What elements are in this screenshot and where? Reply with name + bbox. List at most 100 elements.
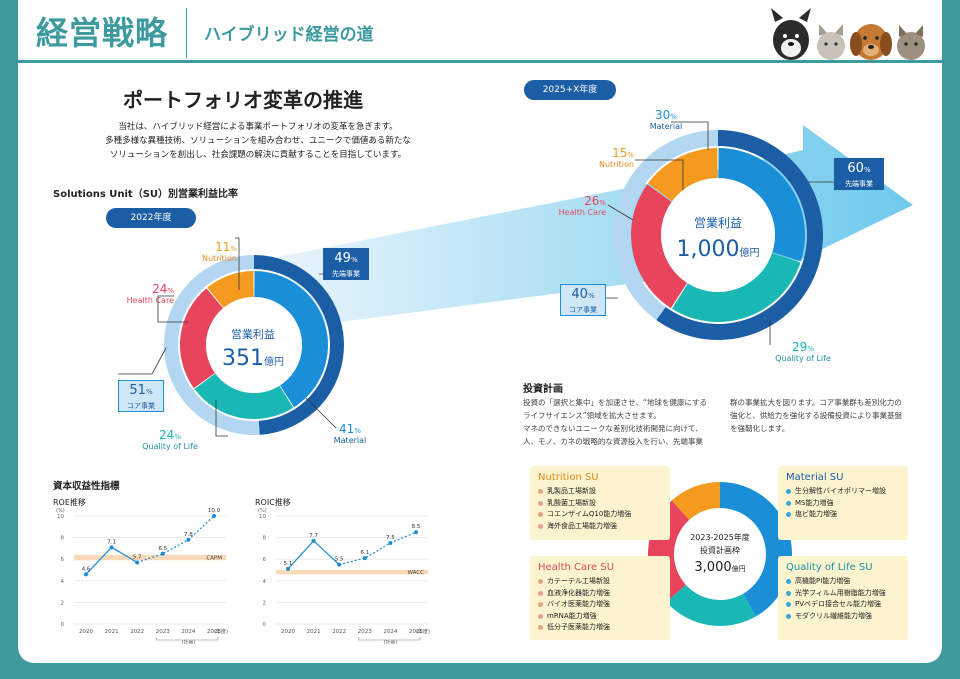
center-value: 3,000億円 — [670, 560, 770, 575]
segment-name: Material — [333, 436, 367, 445]
investment-text-right: 群の事業拡大を図ります。コア事業群も差別化力の 強化と、供給力を強化する設備投資… — [730, 396, 930, 435]
y-unit: (%) — [258, 508, 267, 514]
x-tick-label: 2020 — [79, 629, 93, 635]
plan-line — [339, 531, 417, 566]
card-item: MS能力増強 — [786, 498, 900, 510]
x-tick-label: 2025 — [409, 629, 423, 635]
pct-unit: % — [350, 256, 358, 264]
pct-value: 30 — [655, 108, 671, 122]
year-badge-2022: 2022年度 — [106, 208, 196, 228]
y-tick-label: 6 — [61, 557, 65, 563]
center-number: 3,000 — [694, 560, 732, 575]
section-heading: ポートフォリオ変革の推進 — [123, 88, 363, 112]
intro-text: 当社は、ハイブリッド経営による事業ポートフォリオの変革を急ぎます。 多種多様な異… — [78, 120, 438, 162]
dog-icon — [771, 8, 811, 60]
cat-icon — [897, 25, 925, 60]
card-item: 低分子医薬能力増強 — [538, 622, 662, 634]
center-label-future: 営業利益 1,000億円 — [653, 214, 783, 262]
x-tick-label: 2023 — [156, 629, 170, 635]
donut-segment-qol — [671, 252, 801, 322]
y-tick-label: 4 — [263, 579, 267, 585]
roe-chart-title: ROE推移 — [53, 498, 86, 507]
donut-hole — [206, 297, 302, 393]
intro-line: 当社は、ハイブリッド経営による事業ポートフォリオの変革を急ぎます。 — [118, 122, 398, 132]
card-healthcare-su: Health Care SU カテーテル工場新設 血液浄化器能力増強 バイオ医薬… — [530, 556, 670, 640]
segment-name: Nutrition — [598, 160, 634, 169]
kpi-title: 資本収益性指標 — [53, 481, 120, 492]
pct-unit: % — [599, 199, 606, 207]
pct-unit: % — [863, 166, 871, 174]
label-nutrition-2022: 11% Nutrition — [181, 240, 237, 263]
x-tick-label: 2024 — [181, 629, 195, 635]
plan-bracket — [358, 637, 421, 641]
pct-unit: % — [174, 433, 181, 441]
text-line: 投資の「選択と集中」を加速させ、“地球を健康にする — [523, 398, 707, 407]
x-tick-label: 2021 — [307, 629, 321, 635]
segment-name: コア事業 — [569, 306, 597, 314]
x-tick-label: 2024 — [383, 629, 397, 635]
center-unit: 億円 — [264, 357, 284, 368]
page-subtitle: ハイブリッド経営の道 — [204, 25, 374, 45]
pct-unit: % — [587, 292, 595, 300]
pct-value: 26 — [584, 194, 600, 208]
text-line: 群の事業拡大を図ります。コア事業群も差別化力の — [730, 398, 902, 407]
text-line: を強靭化します。 — [730, 424, 790, 433]
pct-value: 24 — [159, 428, 175, 442]
y-tick-label: 0 — [263, 622, 267, 628]
card-nutrition-su: Nutrition SU 乳製品工場新設 乳酸菌工場新設 コエンザイムQ10能力… — [530, 466, 670, 540]
su-section-title: Solutions Unit（SU）別営業利益比率 — [53, 189, 239, 200]
donut-chart-future — [613, 130, 823, 340]
x-tick-label: 2022 — [332, 629, 346, 635]
data-label: 7.7 — [309, 533, 318, 539]
pct-unit: % — [145, 388, 153, 396]
pct-unit: % — [167, 287, 174, 295]
band-label: WACC — [408, 570, 425, 576]
segment-name: Health Care — [558, 208, 606, 217]
data-point — [388, 541, 393, 545]
header-rule — [18, 60, 942, 63]
y-unit: (%) — [56, 508, 65, 514]
data-label: 7.5 — [386, 535, 395, 541]
card-item: バイオ医薬能力増強 — [538, 599, 662, 611]
donut-segment-nutrition — [671, 482, 720, 520]
pct-unit: % — [627, 151, 634, 159]
donut-segment-healthcare — [631, 184, 688, 309]
center-number: 351 — [222, 346, 264, 371]
card-item: 高機能PI能力増強 — [786, 576, 900, 588]
y-tick-label: 10 — [57, 514, 64, 520]
data-label: 8.5 — [412, 524, 421, 530]
pct-unit: % — [354, 427, 361, 435]
segment-name: Quality of Life — [142, 442, 198, 451]
band-label: CAPM — [206, 556, 222, 562]
x-tick-label: 2023 — [358, 629, 372, 635]
roic-line-chart: (%) 0 2 4 6 8 10 WACC 2020 2021 2022 2023 2024 2025(年… — [258, 508, 430, 644]
benchmark-band — [276, 570, 428, 575]
donut-segment-qol — [194, 373, 294, 419]
card-item: 海外食品工場能力増強 — [538, 521, 662, 533]
pct-value: 60 — [847, 161, 864, 176]
segment-name: コア事業 — [127, 402, 155, 410]
plan-line — [137, 515, 215, 564]
pct-unit: % — [807, 345, 814, 353]
page-title: 経営戦略 — [36, 14, 169, 52]
data-point — [135, 560, 140, 565]
center-number: 1,000 — [676, 237, 740, 262]
data-point — [186, 537, 191, 542]
card-title: Material SU — [786, 472, 844, 483]
donut-hole — [661, 178, 775, 292]
center-line: 投資計画枠 — [700, 546, 740, 555]
pets-illustration — [771, 8, 925, 60]
data-point — [311, 538, 316, 543]
center-title: 営業利益 — [231, 328, 275, 341]
center-label-investment: 2023-2025年度 投資計画枠 3,000億円 — [670, 532, 770, 575]
card-item: 血液浄化器能力増強 — [538, 588, 662, 600]
segment-name: 先端事業 — [845, 180, 873, 188]
donut-segment-qol — [666, 584, 756, 626]
plan-label: (計画) — [181, 639, 195, 644]
page: 経営戦略 ハイブリッド経営の道 — [18, 0, 942, 663]
x-unit: (年度) — [214, 628, 228, 635]
label-qol-future: 29% Quality of Life — [770, 340, 836, 363]
y-tick-label: 8 — [263, 536, 267, 542]
y-tick-label: 8 — [61, 536, 65, 542]
text-line: マネのできないユニークな差別化技術開発に向けて、 — [523, 424, 703, 433]
